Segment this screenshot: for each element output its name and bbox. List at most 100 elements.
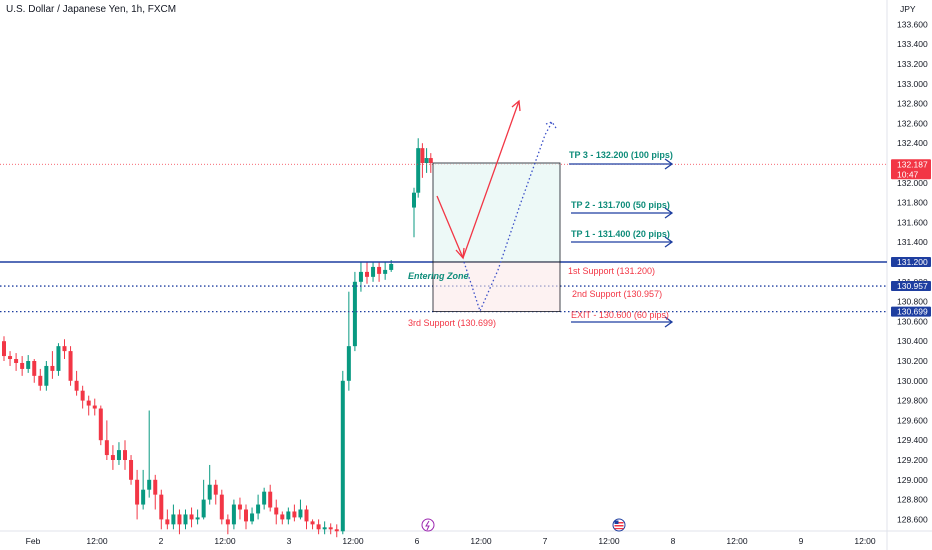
loss-zone[interactable]	[432, 261, 561, 312]
y-tick-label: 129.200	[897, 455, 928, 465]
candle	[189, 507, 194, 528]
candle	[195, 509, 200, 525]
candle	[237, 497, 242, 520]
candle	[165, 509, 170, 530]
candle	[135, 469, 140, 520]
candle	[268, 484, 273, 512]
candle	[371, 262, 376, 282]
candle	[428, 153, 433, 173]
x-tick-label: 12:00	[214, 536, 236, 546]
y-tick-label: 131.800	[897, 198, 928, 208]
price-badge: 131.200	[891, 257, 931, 267]
price-badge-value: 132.187	[897, 159, 928, 169]
candle	[104, 420, 109, 460]
candle	[14, 353, 19, 371]
tp3-annotation: TP 3 - 132.200 (100 pips)	[569, 150, 674, 170]
candles	[2, 138, 433, 538]
x-tick-label: 6	[415, 536, 420, 546]
candle	[86, 395, 91, 416]
price-badge-time: 10:47	[897, 169, 919, 179]
candle	[92, 398, 97, 416]
candle	[383, 262, 388, 280]
y-tick-label: 132.400	[897, 138, 928, 148]
tp2-label: TP 2 - 131.700 (50 pips)	[571, 200, 670, 210]
candle	[177, 509, 182, 535]
candle	[340, 370, 345, 535]
candle	[147, 410, 152, 498]
price-badge: 130.699	[891, 306, 931, 317]
x-tick-label: 12:00	[470, 536, 492, 546]
x-tick-label: 12:00	[598, 536, 620, 546]
candle	[346, 291, 351, 391]
candle	[183, 509, 188, 530]
candle	[358, 262, 363, 292]
support1-label: 1st Support (131.200)	[568, 266, 655, 276]
candle	[44, 361, 49, 391]
candle	[116, 442, 121, 465]
red-projection-arrows	[436, 99, 521, 260]
exit-annotation: EXIT - 130.600 (60 pips)	[571, 310, 674, 328]
candle	[201, 479, 206, 520]
price-badge-value: 130.699	[897, 307, 928, 317]
candle	[280, 511, 285, 525]
candle	[159, 489, 164, 530]
candle	[424, 148, 429, 173]
candle	[244, 504, 248, 530]
candle	[38, 368, 43, 391]
candle	[304, 505, 309, 530]
y-tick-label: 130.800	[897, 297, 928, 307]
y-tick-label: 131.400	[897, 237, 928, 247]
support2-label: 2nd Support (130.957)	[572, 289, 662, 299]
x-axis[interactable]: Feb 12:00 2 12:00 3 12:00 6 12:00 7 12:00 8 12:00 9 1…	[26, 536, 876, 546]
candle	[262, 487, 267, 510]
y-tick-label: 132.000	[897, 178, 928, 188]
y-tick-label: 131.600	[897, 217, 928, 227]
candle	[62, 339, 67, 360]
candle	[2, 336, 6, 361]
y-axis[interactable]: 133.600 133.400 133.200 133.000 132.800 132.6…	[897, 19, 928, 524]
price-badge-value: 131.200	[897, 257, 928, 267]
y-tick-label: 133.400	[897, 39, 928, 49]
profit-zone[interactable]	[432, 162, 561, 263]
exit-label: EXIT - 130.600 (60 pips)	[571, 310, 669, 320]
candle	[32, 359, 37, 383]
candle	[412, 187, 416, 238]
us-flag-icon[interactable]	[612, 518, 626, 532]
tp1-annotation: TP 1 - 131.400 (20 pips)	[571, 229, 674, 248]
y-tick-label: 129.400	[897, 435, 928, 445]
candle	[256, 494, 261, 520]
y-tick-label: 130.400	[897, 336, 928, 346]
tp3-label: TP 3 - 132.200 (100 pips)	[569, 150, 673, 160]
candle	[365, 262, 369, 284]
y-tick-label: 130.600	[897, 316, 928, 326]
y-tick-label: 129.600	[897, 415, 928, 425]
x-tick-label: 2	[159, 536, 164, 546]
x-tick-label: 7	[543, 536, 548, 546]
candle	[110, 445, 115, 470]
entering-zone-label: Entering Zone	[408, 271, 469, 281]
candle	[292, 504, 297, 522]
candle	[50, 351, 55, 379]
y-tick-label: 128.600	[897, 514, 928, 524]
x-tick-label: 3	[287, 536, 292, 546]
candle	[231, 499, 236, 530]
candle	[310, 519, 315, 530]
position-zone[interactable]	[432, 162, 561, 312]
candle	[80, 385, 85, 409]
currency-label: JPY	[900, 4, 916, 14]
x-tick-label: 9	[799, 536, 804, 546]
x-tick-label: 12:00	[726, 536, 748, 546]
candle	[298, 499, 303, 520]
lightning-icon[interactable]	[421, 518, 435, 532]
y-tick-label: 130.000	[897, 376, 928, 386]
candle	[219, 489, 224, 525]
y-tick-label: 129.800	[897, 396, 928, 406]
y-tick-label: 129.000	[897, 475, 928, 485]
candle	[286, 507, 291, 525]
candle	[68, 346, 73, 386]
x-tick-label: Feb	[26, 536, 41, 546]
price-badge: 130.957	[891, 281, 931, 292]
